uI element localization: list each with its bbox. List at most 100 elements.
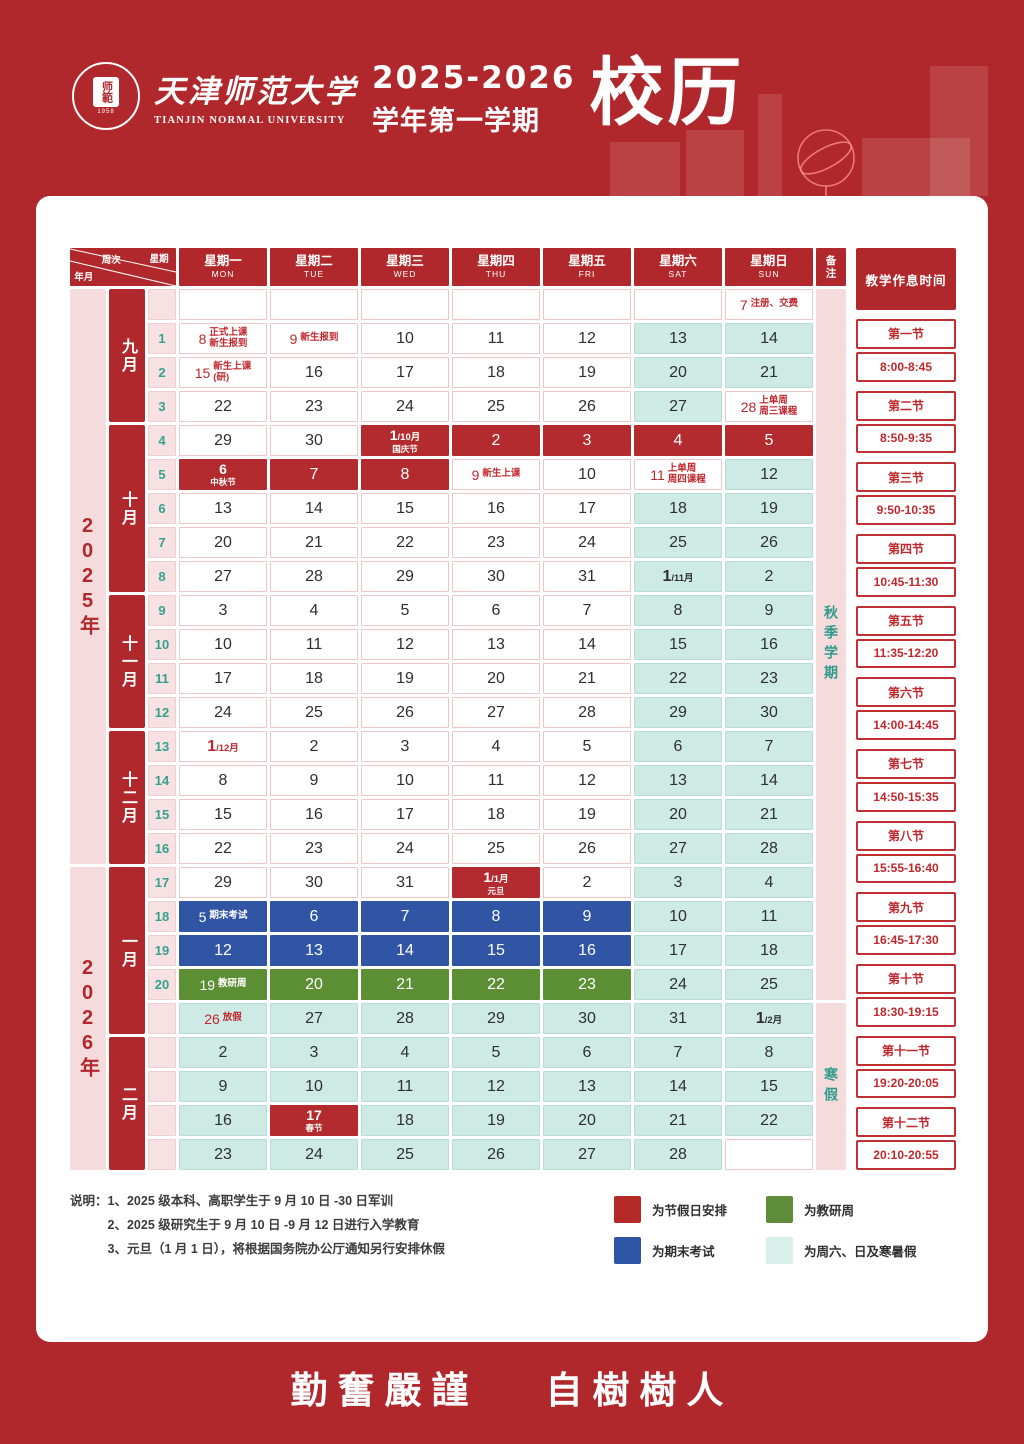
day-annotation: 正式上课 新生报到 — [209, 326, 248, 349]
calendar-cell: 9 — [179, 1071, 267, 1102]
period-time: 18:30-19:15 — [856, 996, 956, 1027]
day-number: 28 — [305, 567, 323, 585]
calendar-cell: 11 — [452, 765, 540, 796]
calendar-cell: 21 — [725, 357, 813, 388]
day-number: 24 — [305, 1145, 323, 1163]
day-number: 5 — [491, 1043, 501, 1061]
class-period: 第十节 18:30-19:15 — [856, 964, 956, 1027]
day-number: 13 — [669, 771, 687, 789]
legend-label: 为周六、日及寒暑假 — [804, 1245, 917, 1259]
calendar-cell: 24 — [361, 391, 449, 422]
calendar-cell: 19 — [361, 663, 449, 694]
period-name: 第一节 — [856, 319, 956, 349]
month-suffix: /1月 — [491, 874, 509, 885]
calendar-cell: 23 — [270, 391, 358, 422]
day-number: 16 — [305, 805, 323, 823]
legend-swatch — [766, 1237, 793, 1264]
calendar-cell: 7 — [634, 1037, 722, 1068]
day-annotation: 放假 — [222, 1012, 242, 1024]
day-number: 1 — [755, 1009, 765, 1027]
class-period: 第一节 8:00-8:45 — [856, 319, 956, 382]
calendar-cell: 22 — [452, 969, 540, 1000]
calendar-cell: 27 — [543, 1139, 631, 1170]
calendar-cell: 19 — [543, 799, 631, 830]
calendar-cell: 13 — [452, 629, 540, 660]
period-name: 第十节 — [856, 964, 956, 994]
period-name: 第四节 — [856, 534, 956, 564]
calendar-cell: 16 — [179, 1105, 267, 1136]
calendar-cell: 27 — [179, 561, 267, 592]
corner-label-weekday: 星期 — [149, 254, 169, 266]
day-annotation: 中秋节 — [210, 477, 236, 488]
day-number: 25 — [487, 839, 505, 857]
note-line: 1、2025 级本科、高职学生于 9 月 10 日 -30 日军训 — [107, 1194, 394, 1208]
calendar-cell: 6 — [543, 1037, 631, 1068]
day-number: 6 — [491, 601, 501, 619]
notes-prefix: 说明： — [70, 1194, 108, 1208]
university-seal-icon: 师範 1958 — [72, 62, 140, 130]
day-number: 3 — [400, 737, 410, 755]
calendar-cell: 2 — [725, 561, 813, 592]
day-number: 26 — [487, 1145, 505, 1163]
calendar-cell: 24 — [543, 527, 631, 558]
week-number: 12 — [148, 697, 176, 728]
day-header-tue: 星期二 TUE — [270, 248, 358, 286]
week-number: 15 — [148, 799, 176, 830]
day-number: 21 — [760, 805, 778, 823]
day-number: 9 — [218, 1077, 228, 1095]
day-number: 26 — [396, 703, 414, 721]
calendar-cell: 10 — [543, 459, 631, 490]
day-number: 2 — [491, 431, 501, 449]
day-number: 21 — [669, 1111, 687, 1129]
day-header-cn: 星期二 — [295, 253, 333, 268]
calendar-cell: 3 — [634, 867, 722, 898]
calendar-cell: 24 — [634, 969, 722, 1000]
semester-label: 秋季学期 — [816, 289, 846, 1000]
day-number: 30 — [578, 1009, 596, 1027]
calendar-cell — [452, 289, 540, 320]
day-number: 2 — [582, 873, 592, 891]
day-number: 15 — [760, 1077, 778, 1095]
calendar-cell: 4 — [270, 595, 358, 626]
day-number: 18 — [760, 941, 778, 959]
calendar-cell — [361, 289, 449, 320]
day-number: 2 — [764, 567, 774, 585]
day-number: 14 — [578, 635, 596, 653]
calendar-cell: 21 — [270, 527, 358, 558]
calendar-cell: 25 — [634, 527, 722, 558]
day-number: 7 — [582, 601, 592, 619]
day-annotation: 注册、交费 — [750, 298, 799, 310]
calendar-cell: 9 — [270, 765, 358, 796]
day-number: 23 — [305, 397, 323, 415]
calendar-cell: 11 上单周 周四课程 — [634, 459, 722, 490]
corner-label-week: 周次 — [101, 254, 121, 266]
calendar-cell: 3 — [543, 425, 631, 456]
remarks-column-header: 备注 — [816, 248, 846, 286]
university-logo: 师範 1958 天津师范大学 TIANJIN NORMAL UNIVERSITY — [72, 62, 358, 130]
week-number — [148, 1105, 176, 1136]
title-calendar: 校历 — [589, 51, 746, 134]
day-number: 25 — [305, 703, 323, 721]
day-annotation: 上单周 周三课程 — [759, 394, 798, 417]
day-number: 10 — [305, 1077, 323, 1095]
day-number: 4 — [673, 431, 683, 449]
day-number: 24 — [578, 533, 596, 551]
calendar-cell: 6 — [452, 595, 540, 626]
calendar-cell: 8 — [361, 459, 449, 490]
day-number: 21 — [305, 533, 323, 551]
calendar-cell: 9 新生报到 — [270, 323, 358, 354]
calendar-cell: 26 — [543, 391, 631, 422]
calendar-cell: 29 — [179, 425, 267, 456]
class-period: 第二节 8:50-9:35 — [856, 390, 956, 454]
class-period: 第十一节 19:20-20:05 — [856, 1035, 956, 1099]
day-number: 11 — [487, 771, 505, 789]
day-header-cn: 星期五 — [568, 253, 606, 268]
calendar-cell: 17 — [361, 357, 449, 388]
calendar-cell: 18 — [361, 1105, 449, 1136]
week-number: 18 — [148, 901, 176, 932]
day-number: 6 — [673, 737, 683, 755]
day-number: 16 — [487, 499, 505, 517]
month-label: 十一月 — [109, 595, 145, 728]
day-number: 30 — [487, 567, 505, 585]
calendar-cell: 15 — [725, 1071, 813, 1102]
